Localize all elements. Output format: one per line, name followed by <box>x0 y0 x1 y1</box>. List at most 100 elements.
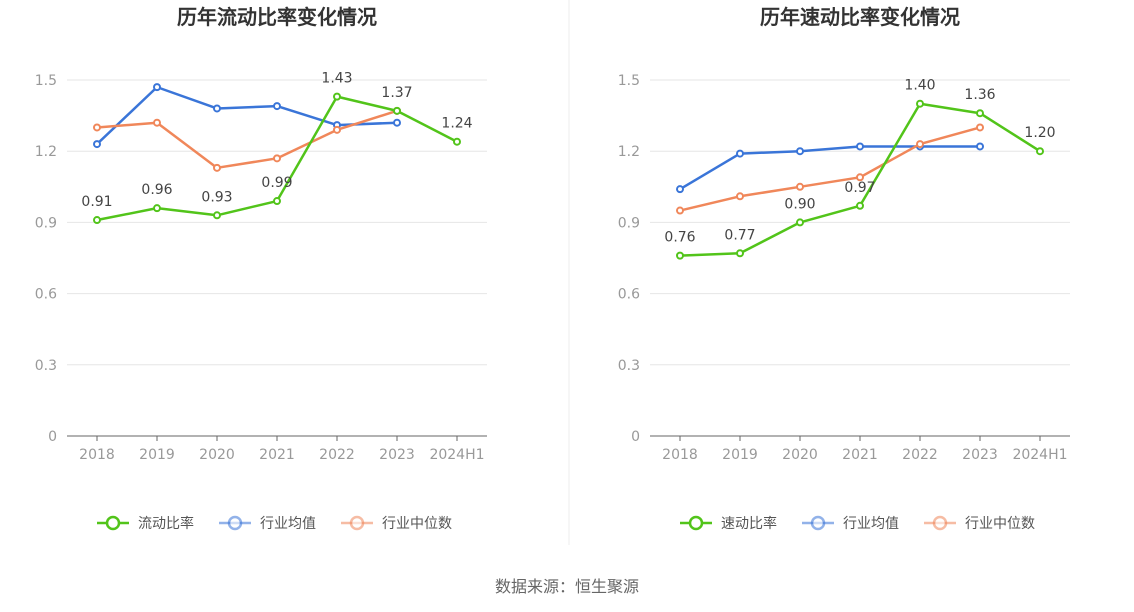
x-tick-label: 2018 <box>79 447 115 463</box>
data-point <box>856 173 864 182</box>
data-label: 1.40 <box>904 78 935 94</box>
data-label: 1.37 <box>381 85 412 101</box>
data-point <box>736 249 744 258</box>
data-point <box>153 204 161 213</box>
x-tick-label: 2018 <box>662 447 698 463</box>
data-point <box>213 211 221 220</box>
series-line-2 <box>96 85 398 145</box>
data-point <box>796 182 804 191</box>
data-point <box>213 104 221 113</box>
data-label: 0.99 <box>261 175 292 191</box>
data-label: 0.90 <box>784 196 815 212</box>
source-text: 数据来源：恒生聚源 <box>495 577 639 596</box>
data-point <box>976 123 984 132</box>
legend-label: 速动比率 <box>721 515 777 532</box>
x-tick-label: 2021 <box>842 447 878 463</box>
data-label: 0.77 <box>724 227 755 243</box>
data-point <box>1036 147 1044 156</box>
legend-item-1: 流动比率 <box>97 515 194 532</box>
data-label: 0.97 <box>844 180 875 196</box>
data-label: 0.91 <box>81 194 112 210</box>
data-point <box>213 163 221 172</box>
data-point <box>856 201 864 210</box>
data-point <box>736 192 744 201</box>
y-tick-label: 0.3 <box>35 358 57 374</box>
data-label: 0.96 <box>141 182 172 198</box>
data-point <box>453 137 461 146</box>
x-tick-label: 2020 <box>199 447 235 463</box>
legend-marker <box>349 515 365 531</box>
data-point <box>153 83 161 92</box>
x-tick-label: 2024H1 <box>1012 447 1067 463</box>
y-tick-label: 0 <box>48 429 57 445</box>
data-point <box>796 147 804 156</box>
data-point <box>93 140 101 149</box>
x-tick-label: 2020 <box>782 447 818 463</box>
data-point <box>676 206 684 215</box>
data-point <box>796 218 804 227</box>
legend-marker <box>810 515 826 531</box>
legend-marker <box>105 515 121 531</box>
data-point <box>93 123 101 132</box>
y-tick-label: 1.5 <box>35 73 57 89</box>
data-point <box>273 154 281 163</box>
y-tick-label: 0.6 <box>618 287 640 303</box>
x-tick-label: 2024H1 <box>429 447 484 463</box>
legend-item-3: 行业中位数 <box>924 515 1035 532</box>
y-tick-label: 0.9 <box>35 215 57 231</box>
data-point <box>976 109 984 118</box>
legend-marker <box>932 515 948 531</box>
data-point <box>153 118 161 127</box>
y-tick-label: 1.5 <box>618 73 640 89</box>
legend-label: 行业中位数 <box>965 516 1035 532</box>
data-label: 0.93 <box>201 189 232 205</box>
legend-item-2: 行业均值 <box>802 515 899 532</box>
series-line-2 <box>679 145 980 191</box>
data-point <box>676 251 684 260</box>
y-tick-label: 1.2 <box>35 144 57 160</box>
legend-marker <box>688 515 704 531</box>
series-line-3 <box>96 109 398 170</box>
legend-item-2: 行业均值 <box>219 515 316 532</box>
y-tick-label: 0 <box>631 429 640 445</box>
data-point <box>676 185 684 194</box>
legend-label: 行业中位数 <box>382 516 452 532</box>
data-label: 0.76 <box>664 230 695 246</box>
y-tick-label: 0.9 <box>618 215 640 231</box>
data-point <box>333 125 341 134</box>
data-label: 1.24 <box>441 116 472 132</box>
x-tick-label: 2019 <box>722 447 758 463</box>
x-tick-label: 2022 <box>902 447 938 463</box>
legend-item-3: 行业中位数 <box>341 515 452 532</box>
data-label: 1.36 <box>964 87 995 103</box>
data-point <box>393 106 401 115</box>
series-line-3 <box>679 126 981 212</box>
chart-panel-2: 历年速动比率变化情况 0 0.3 0.6 0.9 1.2 1.5 2018 2019 2020 20… <box>618 5 1070 532</box>
y-tick-label: 1.2 <box>618 144 640 160</box>
chart-panel-1: 历年流动比率变化情况 0 0.3 0.6 0.9 1.2 1.5 2018 2019 2020 20… <box>35 5 487 532</box>
legend-marker <box>227 515 243 531</box>
data-point <box>333 92 341 101</box>
data-point <box>736 149 744 158</box>
legend-label: 行业均值 <box>843 516 899 532</box>
x-tick-label: 2021 <box>259 447 295 463</box>
data-point <box>273 197 281 206</box>
y-tick-label: 0.6 <box>35 287 57 303</box>
data-label: 1.43 <box>321 71 352 87</box>
chart-title: 历年速动比率变化情况 <box>760 5 960 29</box>
chart-title: 历年流动比率变化情况 <box>177 5 377 29</box>
data-point <box>393 118 401 127</box>
data-point <box>976 142 984 151</box>
data-point <box>856 142 864 151</box>
x-tick-label: 2019 <box>139 447 175 463</box>
x-tick-label: 2023 <box>962 447 998 463</box>
data-point <box>93 216 101 225</box>
x-tick-label: 2023 <box>379 447 415 463</box>
x-tick-label: 2022 <box>319 447 355 463</box>
legend-label: 行业均值 <box>260 516 316 532</box>
legend-label: 流动比率 <box>138 515 194 532</box>
data-point <box>916 140 924 149</box>
data-point <box>916 99 924 108</box>
legend-item-1: 速动比率 <box>680 515 777 532</box>
